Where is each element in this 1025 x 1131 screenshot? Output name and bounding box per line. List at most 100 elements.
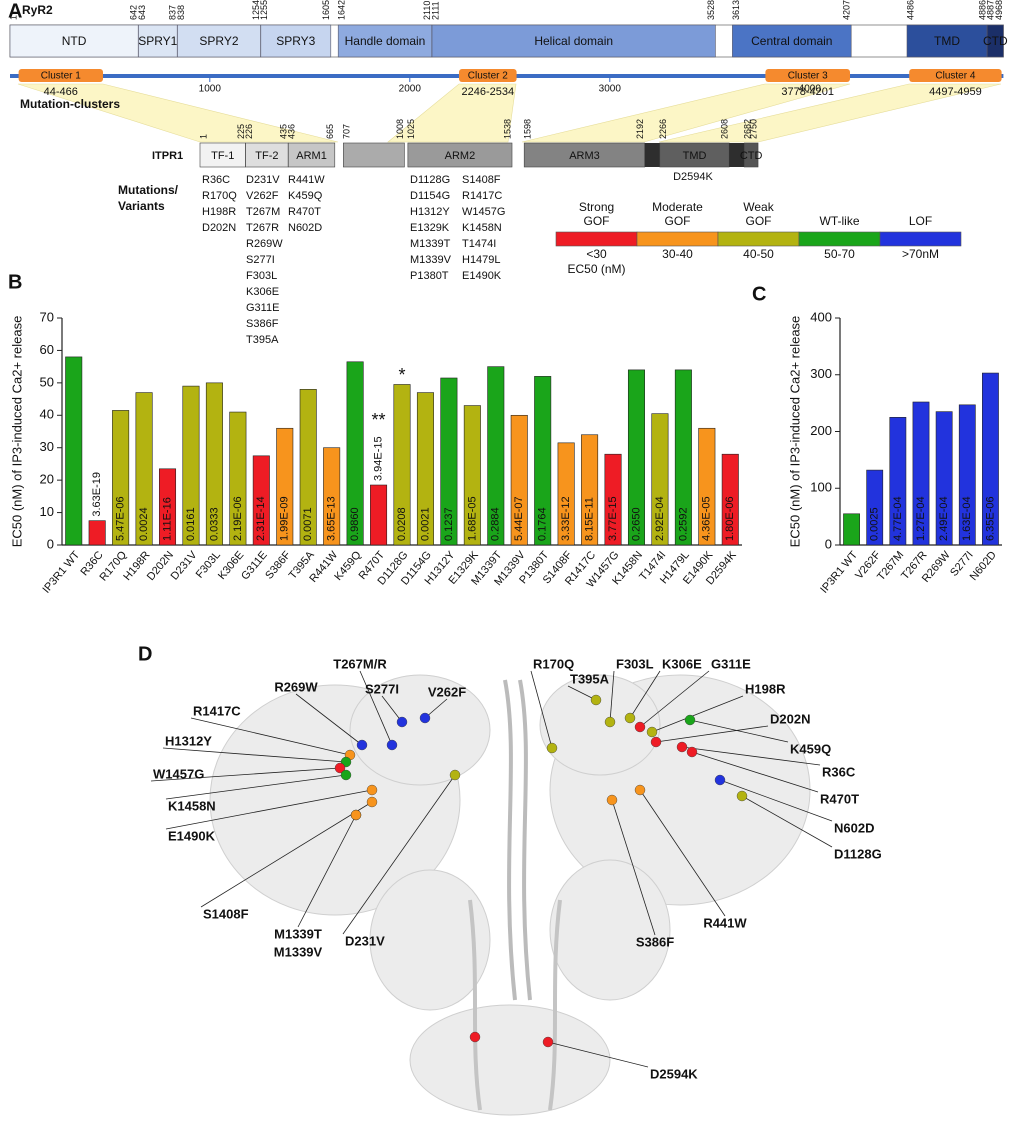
structure-label: D202N: [770, 711, 810, 726]
bar: [346, 361, 364, 546]
mutation: W1457G: [462, 206, 505, 218]
cluster-label: Cluster 3: [788, 71, 828, 82]
cluster-range: 44-466: [44, 86, 78, 98]
residue: [686, 746, 698, 758]
tick-label: 1025: [406, 119, 416, 139]
domain: [343, 142, 405, 168]
legend-range: 40-50: [743, 247, 774, 261]
tick-label: 1255: [259, 0, 269, 20]
p-value: 0.1764: [537, 507, 549, 541]
cluster-range: 3778-4201: [781, 86, 834, 98]
cluster: [459, 69, 517, 82]
mutation: T267M: [246, 206, 280, 218]
p-value: 0.2592: [677, 507, 689, 541]
mutation: R470T: [288, 206, 321, 218]
leader-line: [200, 801, 373, 908]
helix: [503, 679, 532, 1001]
p-value: 3.65E-13: [326, 496, 338, 541]
structure-label: W1457G: [153, 766, 204, 781]
p-value: 0.1237: [443, 507, 455, 541]
bar: [487, 366, 505, 546]
domain-label: SPRY1: [138, 34, 177, 48]
legend-label: GOF: [746, 214, 772, 228]
domain: [288, 142, 336, 168]
p-value: 3.77E-15: [607, 496, 619, 541]
p-value: 3.63E-19: [91, 472, 103, 517]
p-value: 1.99E-09: [279, 496, 291, 541]
structure-label: F303L: [616, 656, 654, 671]
domain: [523, 142, 646, 168]
bar: [912, 401, 930, 546]
structure-lobe: [539, 674, 661, 776]
domain-label: SPRY3: [276, 34, 315, 48]
y-tick-label: 400: [810, 309, 832, 324]
domain-label: SPRY2: [199, 34, 238, 48]
structure-label: R441W: [703, 915, 747, 930]
residue: [634, 721, 646, 733]
axis-tick-label: 1000: [199, 84, 222, 95]
domain-label: Handle domain: [345, 34, 426, 48]
tick-label: 2266: [658, 119, 668, 139]
legend-range: 30-40: [662, 247, 693, 261]
bar: [65, 356, 83, 546]
tick-label: 2608: [720, 119, 730, 139]
leader-line: [639, 670, 710, 728]
y-tick-label: 30: [40, 439, 54, 454]
tick-label: 3613: [731, 0, 741, 20]
tick-label: 4968: [994, 0, 1004, 20]
p-value: 4.77E-04: [892, 496, 904, 541]
domain: [732, 24, 852, 58]
residue: [714, 774, 726, 786]
legend-swatch: [636, 231, 719, 247]
wedge: [17, 83, 339, 143]
p-value: 0.0161: [185, 507, 197, 541]
domain: [986, 24, 1004, 58]
x-tick-label: K459Q: [332, 549, 363, 583]
leader-line: [530, 670, 553, 749]
mutation: S386F: [246, 318, 279, 330]
p-value: 0.0071: [302, 507, 314, 541]
leader-line: [162, 747, 347, 763]
structure-label: R170Q: [533, 656, 574, 671]
protein-name: ITPR1: [152, 150, 183, 162]
tick-label: 2192: [635, 119, 645, 139]
domain-label: TF-1: [211, 150, 234, 162]
cluster-wedges: [17, 83, 1002, 143]
tick-label: 1008: [395, 119, 405, 139]
mutation: R170Q: [202, 190, 237, 202]
mutation: H1479L: [462, 254, 501, 266]
bar: [581, 434, 599, 546]
residue: [356, 739, 368, 751]
leader-line: [342, 774, 456, 935]
axis-tick-label: 2000: [399, 84, 422, 95]
mutation: D1154G: [410, 190, 450, 202]
panel-label: C: [752, 283, 766, 305]
p-value: 2.31E-14: [255, 496, 267, 541]
structure-label: S386F: [636, 934, 674, 949]
residue: [469, 1031, 481, 1043]
domain-label: ARM1: [296, 150, 327, 162]
panel-label: B: [8, 271, 22, 293]
p-value: 5.44E-07: [513, 496, 525, 541]
legend-label: LOF: [909, 214, 932, 228]
leader-line: [741, 795, 833, 848]
residue: [334, 762, 346, 774]
bar: [299, 389, 317, 546]
p-value: 1.63E-04: [961, 496, 973, 541]
residue: [646, 726, 658, 738]
legend-range: 50-70: [824, 247, 855, 261]
tick-label: 1538: [502, 119, 512, 139]
tick-label: 1254: [251, 0, 261, 20]
leader-line: [655, 725, 769, 743]
tick-label: 643: [137, 5, 147, 20]
bar: [627, 369, 645, 546]
legend-swatch: [555, 231, 638, 247]
leader-line: [691, 751, 819, 793]
leader-line: [567, 685, 597, 701]
p-value: 1.27E-04: [915, 496, 927, 541]
bar: [252, 455, 270, 546]
residue: [546, 742, 558, 754]
residue: [386, 739, 398, 751]
leader-line: [381, 695, 403, 723]
x-tick-label: G311E: [239, 549, 270, 582]
